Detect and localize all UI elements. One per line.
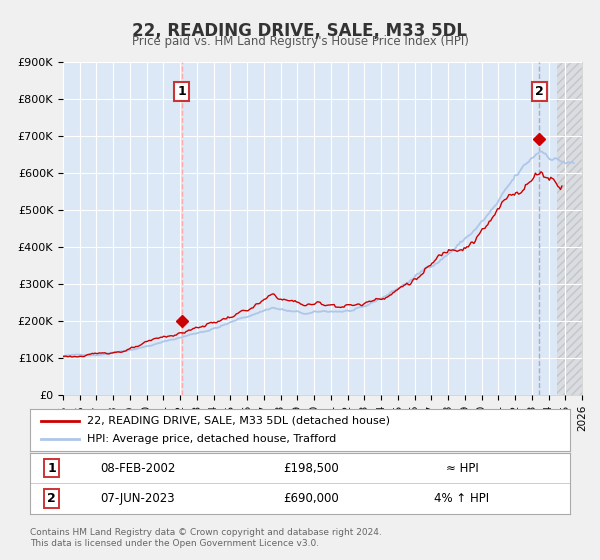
Text: 1: 1 [178,85,186,97]
Text: Contains HM Land Registry data © Crown copyright and database right 2024.: Contains HM Land Registry data © Crown c… [30,528,382,536]
Text: 07-JUN-2023: 07-JUN-2023 [101,492,175,505]
Text: 22, READING DRIVE, SALE, M33 5DL: 22, READING DRIVE, SALE, M33 5DL [133,22,467,40]
Text: 2: 2 [47,492,56,505]
Text: 2: 2 [535,85,544,97]
Bar [557,62,582,395]
Text: £198,500: £198,500 [283,461,338,475]
Text: 22, READING DRIVE, SALE, M33 5DL (detached house): 22, READING DRIVE, SALE, M33 5DL (detach… [86,416,390,426]
Text: 08-FEB-2002: 08-FEB-2002 [100,461,176,475]
Text: HPI: Average price, detached house, Trafford: HPI: Average price, detached house, Traf… [86,434,336,444]
Text: £690,000: £690,000 [283,492,338,505]
Text: Price paid vs. HM Land Registry's House Price Index (HPI): Price paid vs. HM Land Registry's House … [131,35,469,48]
Text: 4% ↑ HPI: 4% ↑ HPI [434,492,490,505]
Text: 1: 1 [47,461,56,475]
Text: ≈ HPI: ≈ HPI [446,461,478,475]
Text: This data is licensed under the Open Government Licence v3.0.: This data is licensed under the Open Gov… [30,539,319,548]
